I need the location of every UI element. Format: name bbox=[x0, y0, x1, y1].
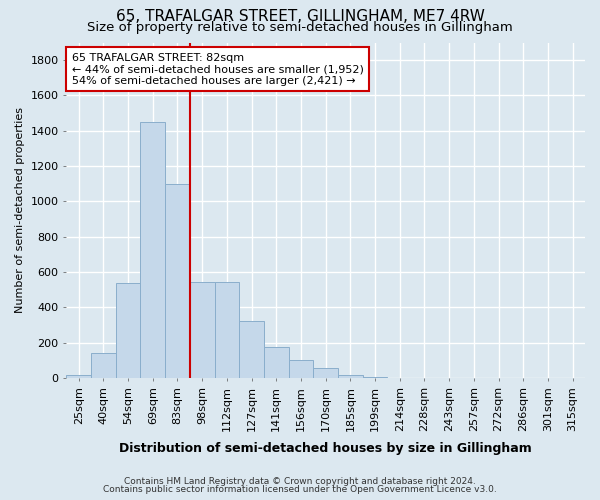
Bar bbox=[190, 282, 215, 378]
Bar bbox=[264, 347, 289, 378]
Text: Contains public sector information licensed under the Open Government Licence v3: Contains public sector information licen… bbox=[103, 485, 497, 494]
Bar bbox=[289, 360, 313, 378]
Bar bbox=[215, 282, 239, 378]
Bar bbox=[338, 374, 363, 378]
Bar bbox=[67, 374, 91, 378]
Bar bbox=[313, 368, 338, 378]
Text: Size of property relative to semi-detached houses in Gillingham: Size of property relative to semi-detach… bbox=[87, 21, 513, 34]
Bar bbox=[239, 320, 264, 378]
Text: 65, TRAFALGAR STREET, GILLINGHAM, ME7 4RW: 65, TRAFALGAR STREET, GILLINGHAM, ME7 4R… bbox=[116, 9, 484, 24]
Text: Contains HM Land Registry data © Crown copyright and database right 2024.: Contains HM Land Registry data © Crown c… bbox=[124, 477, 476, 486]
Text: 65 TRAFALGAR STREET: 82sqm
← 44% of semi-detached houses are smaller (1,952)
54%: 65 TRAFALGAR STREET: 82sqm ← 44% of semi… bbox=[71, 52, 364, 86]
Bar bbox=[363, 377, 388, 378]
Bar bbox=[91, 354, 116, 378]
X-axis label: Distribution of semi-detached houses by size in Gillingham: Distribution of semi-detached houses by … bbox=[119, 442, 532, 455]
Bar bbox=[140, 122, 165, 378]
Bar bbox=[165, 184, 190, 378]
Y-axis label: Number of semi-detached properties: Number of semi-detached properties bbox=[15, 108, 25, 314]
Bar bbox=[116, 282, 140, 378]
